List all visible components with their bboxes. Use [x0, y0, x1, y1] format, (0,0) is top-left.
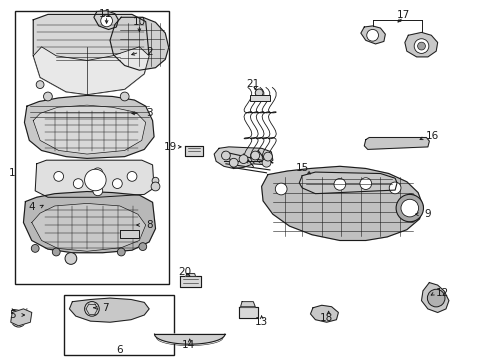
Text: 18: 18	[319, 312, 333, 323]
Circle shape	[73, 179, 83, 189]
Circle shape	[127, 171, 137, 181]
Circle shape	[139, 243, 146, 251]
Polygon shape	[184, 146, 203, 156]
Text: 16: 16	[425, 131, 439, 141]
Text: 11: 11	[98, 9, 112, 19]
Circle shape	[54, 171, 63, 181]
Circle shape	[120, 92, 129, 101]
Circle shape	[366, 30, 378, 41]
Circle shape	[395, 194, 423, 222]
Polygon shape	[120, 230, 139, 238]
Text: 6: 6	[116, 345, 123, 355]
Circle shape	[262, 158, 270, 167]
Polygon shape	[261, 166, 422, 240]
Polygon shape	[364, 138, 428, 149]
Polygon shape	[185, 274, 195, 276]
Circle shape	[84, 302, 99, 316]
Polygon shape	[180, 276, 201, 287]
Circle shape	[52, 248, 60, 256]
Text: 4: 4	[28, 202, 35, 212]
Polygon shape	[33, 47, 149, 95]
Text: 2: 2	[145, 47, 152, 57]
Polygon shape	[214, 147, 272, 168]
Polygon shape	[35, 160, 154, 197]
Polygon shape	[24, 95, 154, 158]
Polygon shape	[94, 11, 118, 30]
Polygon shape	[110, 17, 168, 70]
Text: 12: 12	[435, 288, 448, 298]
Circle shape	[250, 151, 259, 160]
Bar	[15, 11, 168, 284]
Polygon shape	[421, 283, 448, 312]
Polygon shape	[69, 298, 149, 322]
Circle shape	[404, 194, 416, 206]
Circle shape	[65, 253, 77, 264]
Polygon shape	[154, 334, 224, 344]
Polygon shape	[360, 26, 385, 44]
Circle shape	[84, 169, 106, 191]
Circle shape	[275, 183, 286, 195]
Circle shape	[93, 186, 102, 196]
Circle shape	[31, 244, 39, 252]
Polygon shape	[404, 32, 437, 57]
Polygon shape	[238, 307, 258, 318]
Circle shape	[359, 178, 371, 189]
Circle shape	[413, 39, 428, 53]
Bar	[63, 295, 173, 355]
Circle shape	[117, 248, 125, 256]
Circle shape	[221, 151, 230, 160]
Text: 10: 10	[133, 17, 145, 27]
Text: 14: 14	[181, 340, 195, 350]
Circle shape	[417, 42, 425, 50]
Circle shape	[427, 289, 444, 307]
Polygon shape	[240, 302, 255, 307]
Circle shape	[405, 210, 417, 222]
Text: 5: 5	[9, 310, 16, 320]
Text: 3: 3	[145, 108, 152, 118]
Text: 7: 7	[102, 303, 108, 313]
Text: 15: 15	[295, 163, 308, 174]
Circle shape	[400, 199, 418, 217]
Circle shape	[229, 158, 238, 167]
Polygon shape	[33, 105, 145, 154]
Circle shape	[388, 182, 400, 194]
Text: 13: 13	[254, 317, 268, 327]
Polygon shape	[23, 192, 155, 253]
Polygon shape	[11, 309, 32, 326]
Circle shape	[152, 177, 159, 184]
Circle shape	[151, 182, 160, 191]
Circle shape	[263, 152, 272, 161]
Circle shape	[93, 168, 102, 178]
Polygon shape	[32, 203, 145, 251]
Bar	[250, 95, 269, 101]
Circle shape	[255, 89, 263, 97]
Polygon shape	[299, 172, 396, 194]
Text: 8: 8	[145, 220, 152, 230]
Text: 9: 9	[424, 209, 430, 219]
Circle shape	[36, 81, 44, 89]
Circle shape	[43, 92, 52, 101]
Text: 20: 20	[178, 267, 191, 277]
Text: 21: 21	[246, 78, 260, 89]
Polygon shape	[310, 305, 338, 322]
Circle shape	[112, 179, 122, 189]
Circle shape	[333, 179, 345, 190]
Text: 17: 17	[396, 10, 409, 20]
Polygon shape	[33, 14, 149, 95]
Circle shape	[101, 15, 112, 27]
Text: 19: 19	[163, 142, 177, 152]
Circle shape	[11, 312, 26, 327]
Circle shape	[239, 155, 247, 163]
Text: 1: 1	[9, 168, 16, 178]
